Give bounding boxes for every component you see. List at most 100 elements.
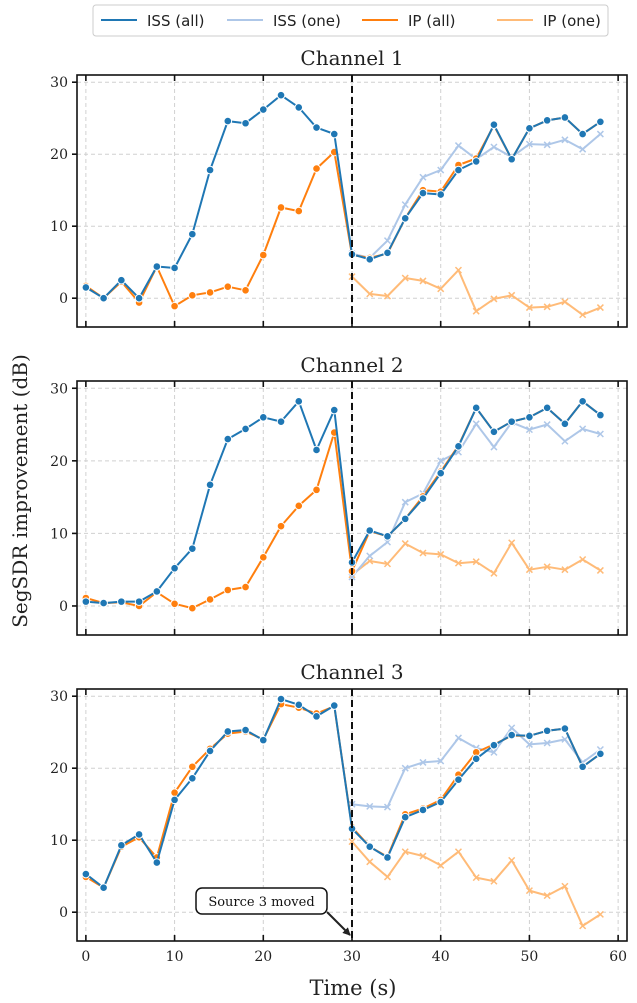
data-point — [560, 113, 570, 122]
data-point — [436, 190, 446, 199]
data-point — [490, 295, 498, 303]
data-point — [348, 838, 356, 846]
marker-stroke — [437, 550, 445, 558]
marker-stroke — [419, 549, 427, 557]
data-point — [366, 802, 374, 810]
data-point — [312, 123, 321, 132]
data-point — [596, 430, 604, 438]
series-iss-all — [81, 694, 605, 893]
data-point — [223, 116, 233, 126]
series-ip-one — [348, 838, 604, 930]
data-point — [543, 892, 551, 900]
data-point — [223, 282, 233, 291]
data-point — [258, 553, 268, 562]
data-point — [383, 560, 392, 568]
data-point — [383, 292, 392, 300]
marker-stroke — [472, 558, 480, 566]
data-point — [383, 873, 392, 881]
data-point — [596, 749, 605, 759]
series-line — [85, 94, 601, 300]
marker-stroke — [419, 277, 427, 285]
data-point — [543, 141, 551, 149]
series-line — [351, 541, 601, 576]
marker-stroke — [437, 757, 445, 765]
data-point — [454, 142, 462, 150]
marker-stroke — [525, 566, 533, 574]
data-point — [419, 852, 427, 860]
data-point — [152, 262, 162, 271]
annotation-arrow — [326, 911, 351, 936]
marker-stroke — [561, 437, 569, 445]
data-point — [366, 290, 374, 298]
data-point — [401, 274, 409, 282]
data-point — [276, 203, 286, 212]
data-point — [490, 748, 498, 756]
data-point — [99, 598, 108, 608]
data-point — [561, 298, 569, 306]
data-point — [436, 797, 446, 807]
data-point — [81, 869, 91, 879]
marker-stroke — [472, 420, 480, 428]
series-ip-one — [348, 539, 604, 579]
data-point — [205, 165, 215, 175]
data-point — [312, 485, 321, 495]
data-point — [561, 882, 569, 890]
marker-stroke — [579, 145, 587, 153]
marker-stroke — [383, 803, 392, 811]
y-tick-label: 0 — [59, 599, 68, 615]
data-point — [472, 558, 480, 566]
marker-stroke — [579, 425, 587, 433]
data-point — [241, 118, 250, 128]
data-point — [419, 758, 427, 766]
marker-stroke — [383, 292, 392, 300]
series-iss-all — [81, 90, 605, 303]
marker-stroke — [561, 136, 569, 144]
marker-stroke — [561, 298, 569, 306]
data-point — [365, 526, 375, 535]
data-point — [223, 727, 233, 736]
x-tick-label: 60 — [609, 949, 627, 965]
data-point — [223, 585, 233, 595]
marker-stroke — [437, 166, 445, 174]
marker-stroke — [561, 882, 569, 890]
data-point — [525, 412, 534, 422]
data-point — [241, 582, 250, 592]
data-point — [525, 304, 533, 312]
legend-label: ISS (one) — [273, 12, 341, 30]
legend-entry-iss-all: ISS (all) — [101, 12, 204, 30]
marker-stroke — [401, 201, 409, 209]
marker-stroke — [525, 304, 533, 312]
data-point — [134, 830, 144, 839]
data-point — [454, 165, 463, 175]
data-point — [472, 307, 480, 315]
data-point — [365, 842, 375, 851]
data-point — [294, 700, 304, 710]
data-point — [471, 157, 481, 166]
data-point — [437, 861, 445, 869]
y-tick-label: 30 — [50, 75, 68, 91]
series-line — [85, 116, 601, 308]
legend-frame — [92, 4, 609, 37]
marker-stroke — [525, 887, 533, 895]
data-point — [383, 237, 392, 245]
panel-title: Channel 1 — [300, 46, 403, 70]
data-point — [117, 597, 126, 606]
marker-stroke — [543, 421, 551, 429]
data-point — [276, 90, 286, 100]
marker-stroke — [490, 569, 498, 577]
data-point — [579, 425, 587, 433]
data-point — [525, 731, 534, 741]
data-point — [454, 848, 462, 856]
marker-stroke — [454, 266, 462, 274]
marker-stroke — [419, 173, 427, 181]
data-point — [400, 514, 410, 524]
data-point — [241, 725, 250, 735]
annotation: Source 3 moved — [195, 887, 351, 936]
marker-stroke — [508, 291, 516, 299]
data-point — [241, 424, 250, 434]
data-point — [436, 468, 446, 478]
x-tick-label: 20 — [254, 949, 272, 965]
marker-stroke — [437, 285, 445, 293]
data-point — [471, 754, 481, 764]
